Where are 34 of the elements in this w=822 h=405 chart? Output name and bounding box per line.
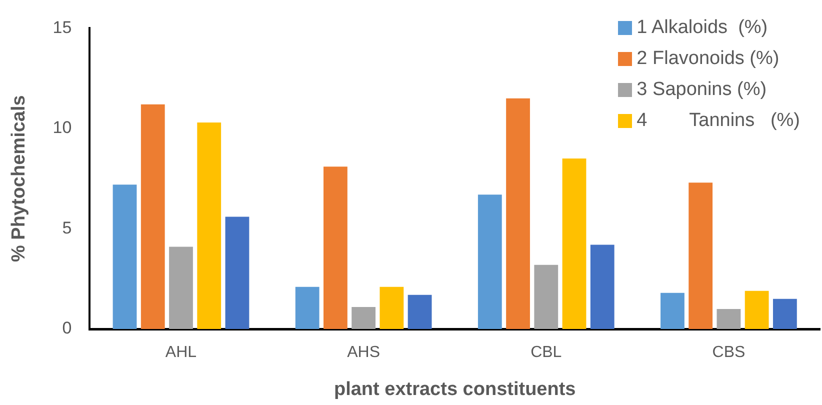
bar	[408, 294, 432, 329]
bar	[140, 104, 165, 329]
bar	[660, 292, 684, 329]
bar	[772, 298, 797, 329]
y-tick-label: 5	[62, 218, 72, 238]
legend-label: 2 Flavonoids (%)	[636, 48, 780, 70]
y-tick-label: 15	[52, 18, 72, 37]
legend-label: 3 Saponins (%)	[636, 78, 767, 100]
bar	[744, 290, 769, 329]
bar	[534, 264, 558, 329]
y-tick-label: 0	[62, 318, 72, 338]
x-tick-label: CBS	[712, 344, 746, 362]
bar	[506, 98, 530, 329]
bar	[112, 184, 137, 329]
legend-label: 4 Tannins (%)	[636, 110, 800, 132]
bar	[478, 194, 502, 329]
bar	[295, 286, 320, 329]
x-axis-title: plant extracts constituents	[334, 378, 576, 400]
y-tick-label: 10	[52, 118, 72, 138]
bar	[324, 166, 348, 329]
bar	[590, 244, 614, 329]
bar	[225, 216, 250, 329]
bar	[716, 308, 741, 329]
bar	[380, 286, 404, 329]
y-axis-title: % Phytochemicals	[8, 95, 30, 262]
legend-label: 1 Alkaloids (%)	[636, 16, 768, 38]
x-tick-label: CBL	[530, 344, 562, 362]
bar	[688, 182, 713, 329]
bar	[352, 306, 376, 329]
bar	[169, 246, 193, 329]
bar	[197, 122, 222, 329]
bar	[562, 158, 586, 329]
x-tick-label: AHL	[165, 344, 197, 362]
x-tick-label: AHS	[347, 344, 380, 362]
